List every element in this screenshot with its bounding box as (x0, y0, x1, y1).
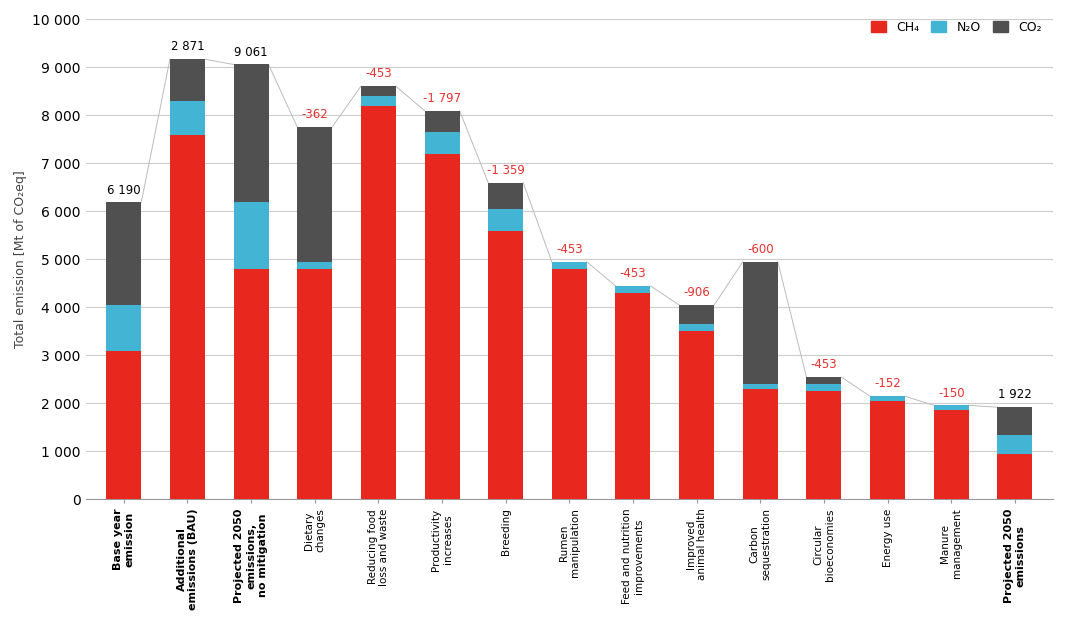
Text: -453: -453 (620, 267, 647, 280)
Bar (425, 132, 460, 154)
Bar (107, 351, 141, 499)
Bar (934, 410, 969, 499)
Text: 2 871: 2 871 (171, 41, 204, 54)
Bar (170, 135, 205, 499)
Bar (807, 377, 842, 384)
Bar (234, 64, 269, 202)
Text: -906: -906 (683, 286, 710, 300)
Bar (870, 401, 905, 499)
Bar (616, 286, 651, 293)
Text: -453: -453 (365, 67, 392, 80)
Bar (679, 324, 714, 331)
Text: -600: -600 (747, 243, 774, 256)
Bar (234, 202, 269, 269)
Bar (425, 154, 460, 499)
Bar (298, 127, 332, 262)
Text: -152: -152 (874, 378, 901, 391)
Bar (998, 435, 1033, 454)
Bar (361, 86, 396, 96)
Bar (107, 305, 141, 351)
Bar (489, 183, 523, 209)
Bar (298, 269, 332, 499)
Bar (743, 262, 778, 384)
Bar (743, 384, 778, 389)
Bar (807, 391, 842, 499)
Bar (870, 396, 905, 401)
Text: -1 797: -1 797 (423, 92, 461, 105)
Bar (170, 101, 205, 135)
Text: 6 190: 6 190 (107, 183, 141, 197)
Bar (298, 262, 332, 269)
Text: -362: -362 (301, 108, 328, 121)
Legend: CH₄, N₂O, CO₂: CH₄, N₂O, CO₂ (865, 16, 1047, 39)
Bar (934, 406, 969, 410)
Bar (552, 269, 587, 499)
Bar (170, 59, 205, 101)
Bar (679, 331, 714, 499)
Bar (743, 389, 778, 499)
Bar (998, 454, 1033, 499)
Text: 9 061: 9 061 (235, 46, 268, 59)
Bar (361, 106, 396, 499)
Bar (679, 305, 714, 324)
Bar (616, 293, 651, 499)
Text: -1 359: -1 359 (487, 164, 525, 177)
Bar (234, 269, 269, 499)
Bar (425, 110, 460, 132)
Bar (361, 96, 396, 106)
Bar (998, 407, 1033, 435)
Bar (552, 262, 587, 269)
Bar (107, 202, 141, 305)
Bar (807, 384, 842, 391)
Text: -453: -453 (811, 358, 838, 371)
Y-axis label: Total emission [Mt of CO₂eq]: Total emission [Mt of CO₂eq] (14, 170, 27, 348)
Text: -453: -453 (556, 243, 583, 256)
Text: -150: -150 (938, 387, 965, 399)
Bar (489, 209, 523, 231)
Text: 1 922: 1 922 (998, 388, 1032, 401)
Bar (489, 231, 523, 499)
